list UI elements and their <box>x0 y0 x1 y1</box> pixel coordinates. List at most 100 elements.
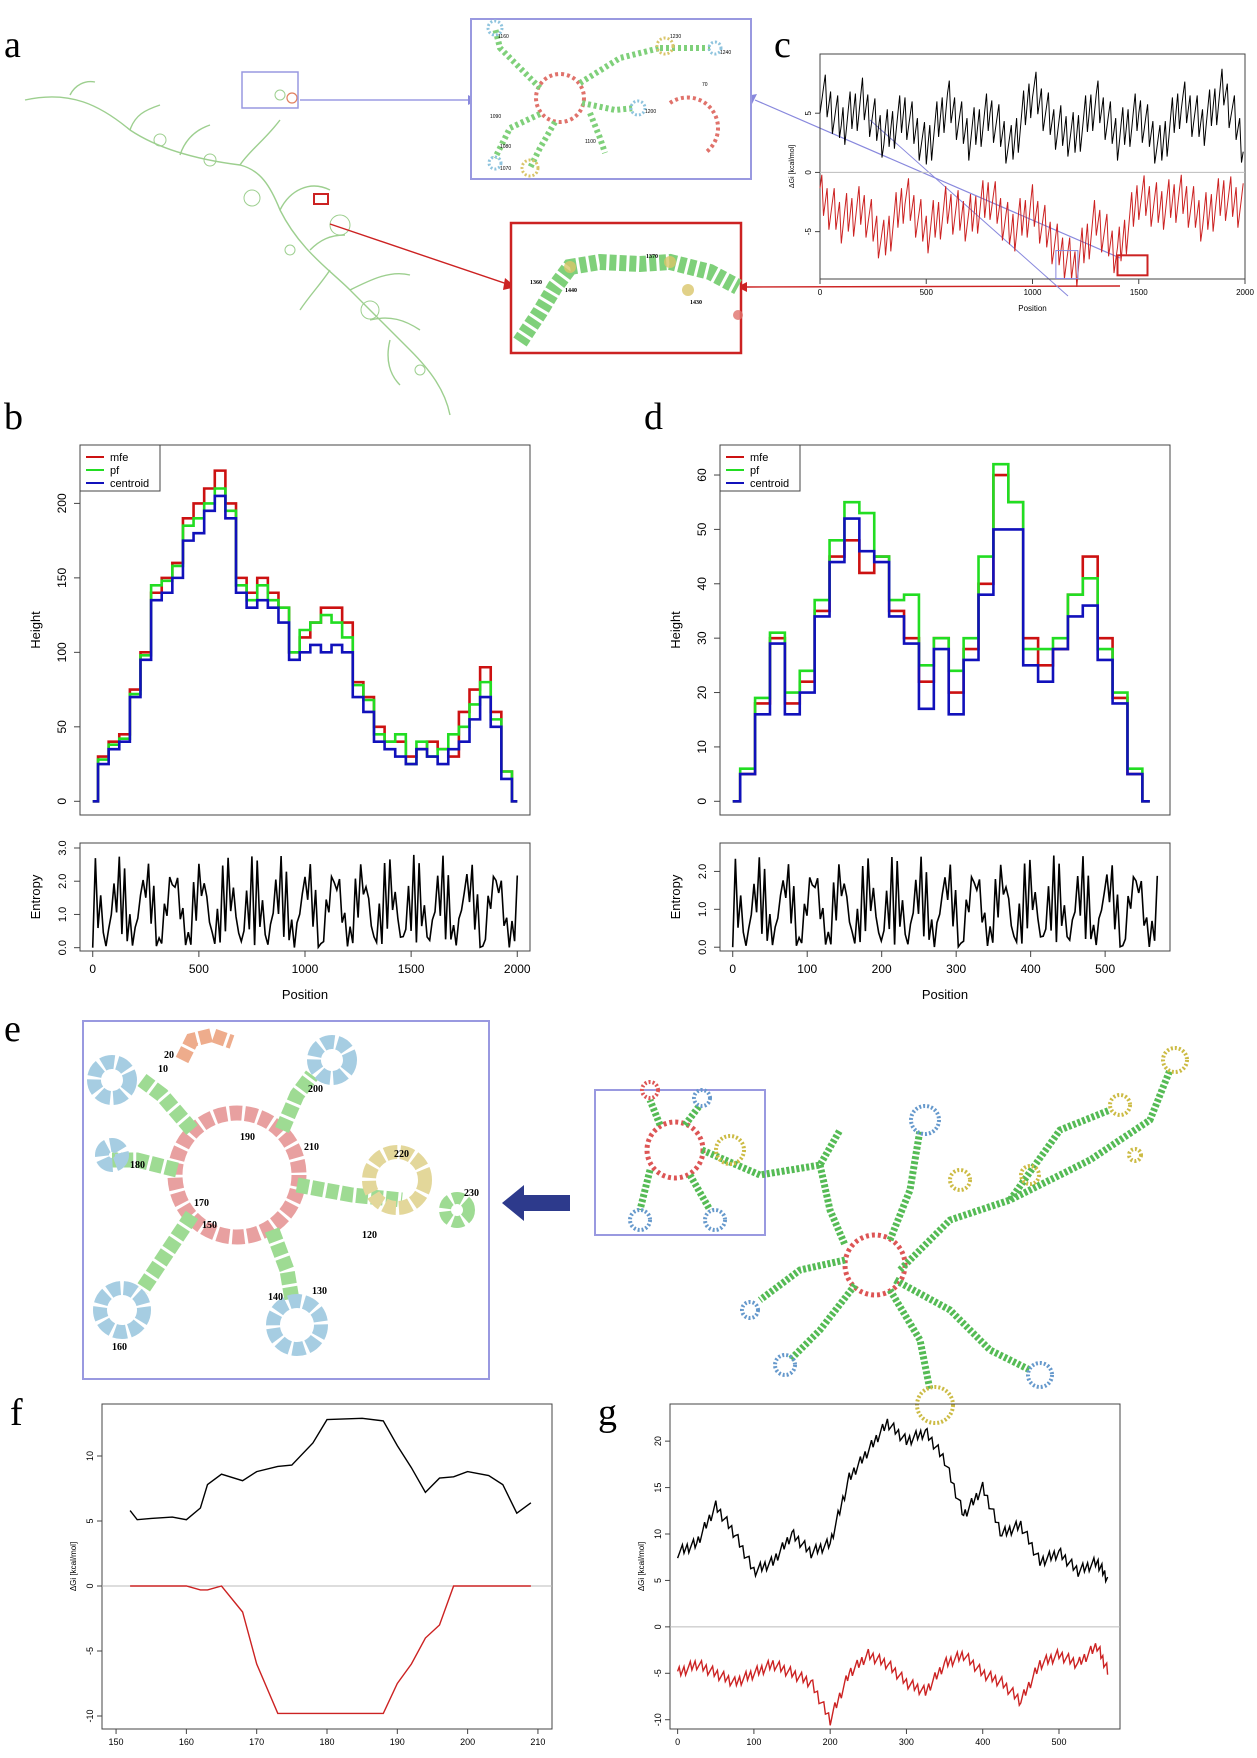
x-tick-label: 190 <box>390 1737 405 1747</box>
panel-e-label: 200 <box>308 1084 323 1095</box>
chart-b: 0 500 1000 1500 2000 Position 0 50 100 150 200 Heig… <box>28 444 531 1002</box>
entropy-frame <box>719 842 1171 952</box>
series-line <box>676 1418 1109 1585</box>
y-tick-label: -5 <box>85 1647 95 1655</box>
y-tick-label: 100 <box>55 642 69 662</box>
series-line <box>129 1417 532 1521</box>
y-tick-label: 150 <box>55 568 69 588</box>
zoom-red-label: 1440 <box>565 288 577 294</box>
series-line <box>130 1585 531 1715</box>
x-tick-label: 500 <box>1095 962 1115 976</box>
zoom-box-blue: 1160 1230 1240 1090 1200 1100 1080 70 10… <box>470 18 752 180</box>
entropy-axis-label: Entropy <box>28 874 43 919</box>
chart-g: 0 100 200 300 400 500 20 15 10 5 0 -5 -10 ΔGi [kcal/m… <box>637 1403 1121 1747</box>
x-tick-label: 500 <box>189 962 209 976</box>
panel-label-d: d <box>644 396 663 438</box>
panel-e-label: 210 <box>304 1142 319 1153</box>
x-tick-label: 1500 <box>398 962 425 976</box>
y-axis-label: Height <box>668 611 683 649</box>
panel-label-e: e <box>4 1008 21 1050</box>
highlight-box-blue <box>1055 250 1079 280</box>
entropy-line <box>91 854 519 950</box>
panel-e-label: 120 <box>362 1230 377 1241</box>
zoom-box-red: 1360 1370 1440 1430 <box>509 221 743 355</box>
x-tick-label: 2000 <box>504 962 531 976</box>
entropy-line <box>731 855 1159 950</box>
y-tick-label: 2.0 <box>697 864 709 879</box>
panel-e-label: 190 <box>240 1132 255 1143</box>
zoom-blue-label: 1070 <box>500 166 511 172</box>
x-axis-label: Position <box>1018 304 1046 313</box>
y-tick-label: 200 <box>55 493 69 513</box>
x-tick-label: 500 <box>920 288 934 297</box>
y-tick-label: 5 <box>85 1518 95 1523</box>
panel-e-label: 220 <box>394 1149 409 1160</box>
series-line <box>819 174 1244 287</box>
y-tick-label: 0.0 <box>57 940 69 955</box>
y-tick-label: 20 <box>653 1436 663 1446</box>
y-axis-label: Height <box>28 611 43 649</box>
zoom-blue-label: 1230 <box>670 34 681 40</box>
x-tick-label: 170 <box>249 1737 264 1747</box>
y-tick-label: 1.0 <box>697 902 709 917</box>
x-tick-label: 1000 <box>292 962 319 976</box>
y-axis-label: ΔGi [kcal/mol] <box>69 1542 78 1591</box>
series-line <box>676 1643 1109 1726</box>
y-axis-label: ΔGi [kcal/mol] <box>637 1542 646 1591</box>
zoom-blue-label: 1100 <box>585 139 596 145</box>
series-line <box>92 487 518 803</box>
x-tick-label: 200 <box>872 962 892 976</box>
y-tick-label: 3.0 <box>57 840 69 855</box>
zoom-blue-label: 70 <box>702 82 708 88</box>
y-tick-label: 1.0 <box>57 907 69 922</box>
chart-c: 0 500 1000 1500 2000 5 0 -5 ΔGi [kcal/mol] Positi… <box>789 53 1254 313</box>
x-tick-label: 100 <box>746 1737 761 1747</box>
panel-label-g: g <box>598 1392 617 1434</box>
y-tick-label: 5 <box>653 1578 663 1583</box>
y-tick-label: 0.0 <box>697 940 709 955</box>
y-tick-label: 60 <box>695 468 709 482</box>
y-tick-label: 20 <box>695 686 709 700</box>
zoom-blue-label: 1240 <box>720 50 731 56</box>
zoom-blue-label: 1090 <box>490 114 501 120</box>
y-tick-label: 0 <box>695 798 709 805</box>
panel-e-label: 230 <box>464 1188 479 1199</box>
x-axis-label: Position <box>282 987 328 1002</box>
legend-label: centroid <box>750 478 789 490</box>
panel-e-label: 160 <box>112 1342 127 1353</box>
x-tick-label: 160 <box>179 1737 194 1747</box>
zoom-red-label: 1430 <box>690 300 702 306</box>
zoom-blue-label: 1200 <box>645 109 656 115</box>
x-tick-label: 2000 <box>1236 288 1254 297</box>
highlight-box-red <box>1116 254 1149 277</box>
x-tick-label: 0 <box>818 288 823 297</box>
y-tick-label: 15 <box>653 1483 663 1493</box>
legend-label: mfe <box>110 452 128 464</box>
zoom-blue-label: 1160 <box>498 34 509 40</box>
legend-label: pf <box>110 465 120 477</box>
y-tick-label: -10 <box>85 1709 95 1722</box>
x-tick-label: 300 <box>946 962 966 976</box>
rna-structure-zoom-e: 20 10 190 200 210 180 170 220 230 150 12… <box>82 1020 490 1380</box>
entropy-axis-label: Entropy <box>668 874 683 919</box>
y-tick-label: 0 <box>85 1583 95 1588</box>
y-tick-label: -5 <box>804 228 813 236</box>
plot-frame <box>819 53 1246 280</box>
x-tick-label: 100 <box>797 962 817 976</box>
x-tick-label: 210 <box>530 1737 545 1747</box>
x-tick-label: 180 <box>319 1737 334 1747</box>
y-tick-label: 0 <box>653 1624 663 1629</box>
legend-label: mfe <box>750 452 768 464</box>
panel-e-label: 140 <box>268 1292 283 1303</box>
series-line <box>92 469 518 803</box>
rna-structure-overview-e <box>594 1046 1189 1425</box>
x-axis-label: Position <box>922 987 968 1002</box>
y-tick-label: 5 <box>804 110 813 115</box>
entropy-frame <box>79 842 531 952</box>
x-tick-label: 1000 <box>1024 288 1042 297</box>
panel-label-f: f <box>10 1392 23 1434</box>
y-tick-label: 10 <box>695 740 709 754</box>
